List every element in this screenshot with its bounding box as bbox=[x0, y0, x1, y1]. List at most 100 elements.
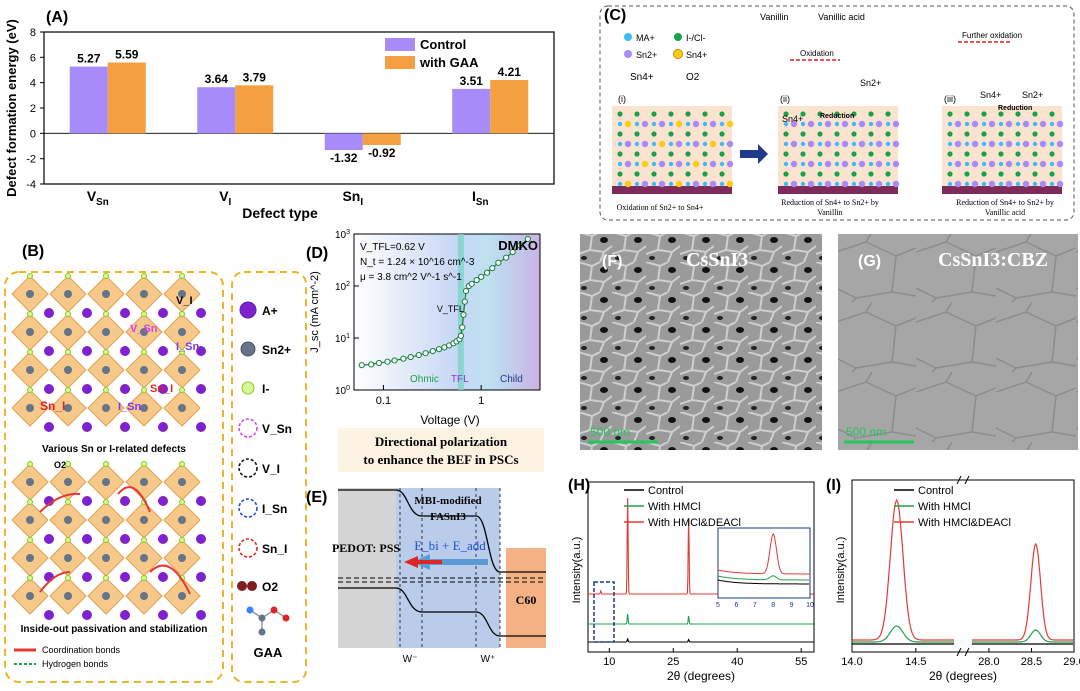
a-category-0: VSn bbox=[87, 188, 109, 208]
c-sn-atom bbox=[709, 140, 717, 148]
d-point-2 bbox=[375, 359, 383, 367]
c-iodide bbox=[783, 171, 789, 177]
defect-vsn-label: V_Sn bbox=[130, 323, 158, 335]
a-site-atom bbox=[120, 496, 130, 506]
c-sn-atom bbox=[675, 140, 683, 148]
iodide-atom bbox=[103, 537, 109, 543]
d-point-1 bbox=[368, 361, 375, 368]
coord-bond-label: Coordination bonds bbox=[42, 645, 121, 655]
key-sn-label: Sn2+ bbox=[262, 343, 291, 357]
c-ma-atom bbox=[617, 141, 623, 147]
chart-i-frame bbox=[851, 479, 1075, 653]
sn-atom bbox=[64, 290, 72, 298]
c-ion-sn2-2: Sn2+ bbox=[860, 78, 881, 88]
c-ma-atom bbox=[783, 121, 789, 127]
e-perovskite-layer bbox=[396, 488, 500, 648]
c-iodide bbox=[1032, 171, 1038, 177]
c-ma-atom bbox=[998, 161, 1004, 167]
c-iodide bbox=[634, 131, 640, 137]
iodide-atom bbox=[27, 387, 33, 393]
chart-h-xlabel: 2θ (degrees) bbox=[667, 669, 735, 683]
e-vb-band bbox=[338, 587, 546, 637]
a-site-atom bbox=[196, 496, 206, 506]
d-point-29 bbox=[509, 248, 516, 256]
c-sn-atom bbox=[1005, 140, 1013, 148]
d-ytick-label-3: 103 bbox=[335, 229, 350, 241]
a-ytick-label-3: 2 bbox=[30, 103, 36, 115]
c-sn-atom bbox=[971, 120, 979, 128]
c-iodide bbox=[981, 111, 987, 117]
a-bar-label-0-1: 3.64 bbox=[205, 72, 229, 86]
c-iodide bbox=[702, 111, 708, 117]
g-title: CsSnI3:CBZ bbox=[938, 249, 1048, 271]
a-bar-1-1 bbox=[235, 85, 274, 134]
c-iodide bbox=[783, 151, 789, 157]
d-ytick-label-2: 102 bbox=[335, 281, 350, 293]
a-bar-0-3 bbox=[452, 88, 491, 134]
h-inset-tick-3: 8 bbox=[771, 602, 775, 609]
d-point-0 bbox=[358, 362, 365, 369]
i-line-left-1 bbox=[852, 625, 955, 643]
c-iodide bbox=[668, 171, 674, 177]
i-line-left-2 bbox=[852, 498, 955, 641]
h-inset-line-1 bbox=[717, 575, 810, 581]
a-bar-label-1-2: -0.92 bbox=[368, 146, 396, 160]
h-xtick-label-2: 40 bbox=[731, 656, 743, 668]
d-point-24 bbox=[478, 273, 485, 280]
c-iodide bbox=[719, 151, 725, 157]
c-iodide bbox=[885, 131, 891, 137]
sn-atom bbox=[102, 290, 110, 298]
d-xtick-label-0: 0.1 bbox=[376, 395, 391, 407]
a-bar-label-1-1: 3.79 bbox=[243, 70, 267, 84]
c-sn-atom bbox=[726, 140, 734, 148]
a-site-atom bbox=[158, 572, 168, 582]
c-sn-atom bbox=[658, 160, 666, 168]
c-sn-atom bbox=[892, 140, 900, 148]
c-ma-atom bbox=[783, 141, 789, 147]
c-ma-atom bbox=[685, 121, 691, 127]
key-vsn-label: V_Sn bbox=[262, 422, 292, 436]
c-ma-atom bbox=[1032, 121, 1038, 127]
c-ma-label: MA+ bbox=[636, 33, 655, 43]
sn-atom bbox=[64, 404, 72, 412]
c-sn-atom bbox=[790, 120, 798, 128]
c-substrate-2 bbox=[942, 186, 1062, 194]
c-sn4-icon bbox=[673, 49, 683, 59]
a-ytick-label-6: 8 bbox=[30, 27, 36, 39]
c-ma-atom bbox=[1049, 121, 1055, 127]
e-w-left: W⁻ bbox=[403, 654, 418, 665]
c-sn-atom bbox=[858, 140, 866, 148]
d-ytick-label-0: 100 bbox=[335, 385, 350, 397]
c-iodide bbox=[685, 131, 691, 137]
c-iodide bbox=[783, 131, 789, 137]
f-scale-label: 500 nm bbox=[590, 425, 630, 439]
a-site-atom bbox=[196, 346, 206, 356]
c-ma-atom bbox=[981, 181, 987, 187]
d-point-4 bbox=[391, 357, 398, 364]
e-title-box bbox=[338, 428, 544, 472]
h-legend-control: Control bbox=[648, 485, 683, 497]
c-iodide bbox=[947, 131, 953, 137]
c-ma-atom bbox=[651, 181, 657, 187]
d-point-23 bbox=[473, 276, 480, 284]
c-further-ox-label: Further oxidation bbox=[962, 31, 1022, 40]
c-iodide bbox=[998, 111, 1004, 117]
c-ma-atom bbox=[817, 161, 823, 167]
c-iodide bbox=[668, 111, 674, 117]
c-sn-atom bbox=[892, 160, 900, 168]
a-site-atom bbox=[196, 572, 206, 582]
a-bar-label-0-3: 3.51 bbox=[460, 74, 484, 88]
defect-sni2-label: Sn_I bbox=[40, 399, 65, 413]
c-iodide bbox=[651, 111, 657, 117]
iodide-atom bbox=[65, 349, 71, 355]
a-bar-0-0 bbox=[69, 66, 108, 134]
b-bottom-caption: Inside-out passivation and stabilization bbox=[21, 624, 208, 635]
c-iodide bbox=[868, 151, 874, 157]
chart-h-ylabel: Intensity(a.u.) bbox=[571, 537, 583, 604]
c-iodide bbox=[998, 171, 1004, 177]
c-iodide bbox=[851, 131, 857, 137]
c-sn-atom bbox=[641, 180, 649, 188]
d-vtfl-marker: V_TFL bbox=[437, 304, 464, 314]
h-xtick-label-1: 25 bbox=[667, 656, 679, 668]
c-iodide bbox=[668, 151, 674, 157]
